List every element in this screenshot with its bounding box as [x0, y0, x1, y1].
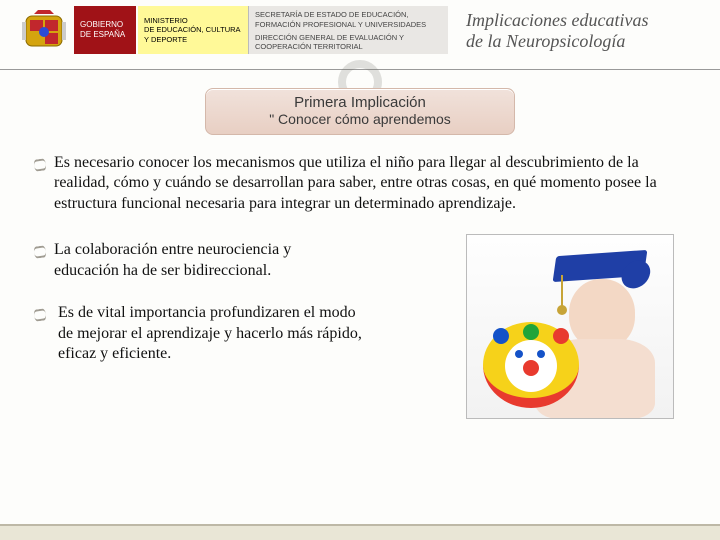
secretaria-box: SECRETARÍA DE ESTADO DE EDUCACIÓN, FORMA… — [248, 6, 448, 54]
tassel-icon — [561, 275, 563, 307]
row-two: La colaboración entre neurociencia y edu… — [34, 240, 686, 434]
subtitle-line2: " Conocer cómo aprendemos — [220, 111, 500, 127]
page-title-line2: de la Neuropsicología — [466, 31, 648, 52]
baby-with-cap-and-toy-image — [466, 234, 674, 419]
spain-coat-of-arms-icon — [20, 6, 68, 54]
content-area: Es necesario conocer los mecanismos que … — [0, 135, 720, 434]
image-column — [466, 234, 686, 434]
bullet-1: Es necesario conocer los mecanismos que … — [34, 153, 686, 214]
gobierno-line2: DE ESPAÑA — [80, 30, 130, 40]
bullet-2-line1: La colaboración entre neurociencia y — [54, 241, 291, 258]
ministerio-line2: DE EDUCACIÓN, CULTURA — [144, 25, 242, 34]
text-column: La colaboración entre neurociencia y edu… — [34, 240, 466, 364]
ministerio-line1: MINISTERIO — [144, 16, 242, 25]
bullet-3: Es de vital importancia profundizaren el… — [34, 303, 458, 364]
gobierno-line1: GOBIERNO — [80, 20, 130, 30]
secretaria-top: SECRETARÍA DE ESTADO DE EDUCACIÓN, FORMA… — [255, 10, 442, 30]
subtitle-container: Primera Implicación " Conocer cómo apren… — [205, 88, 515, 135]
page-title-line1: Implicaciones educativas — [466, 10, 648, 31]
subtitle-pill: Primera Implicación " Conocer cómo apren… — [205, 88, 515, 135]
bullet-2-line2: educación ha de ser bidireccional. — [54, 262, 271, 279]
bullet-2: La colaboración entre neurociencia y edu… — [34, 240, 458, 281]
bullet-3-line3: eficaz y eficiente. — [58, 345, 171, 362]
secretaria-bottom: DIRECCIÓN GENERAL DE EVALUACIÓN Y COOPER… — [255, 33, 442, 53]
page-title: Implicaciones educativas de la Neuropsic… — [466, 10, 648, 51]
ministerio-line3: Y DEPORTE — [144, 35, 242, 44]
bullet-3-line2: de mejorar el aprendizaje y hacerlo más … — [58, 325, 362, 342]
gobierno-box: GOBIERNO DE ESPAÑA — [74, 6, 136, 54]
bullet-1-text: Es necesario conocer los mecanismos que … — [54, 154, 657, 212]
clown-toy-icon — [483, 322, 579, 408]
graduation-cap-icon — [553, 250, 648, 282]
bullet-3-line1: Es de vital importancia profundizaren el… — [58, 304, 356, 321]
footer-band — [0, 526, 720, 540]
ministerio-box: MINISTERIO DE EDUCACIÓN, CULTURA Y DEPOR… — [138, 6, 248, 54]
subtitle-line1: Primera Implicación — [220, 94, 500, 111]
